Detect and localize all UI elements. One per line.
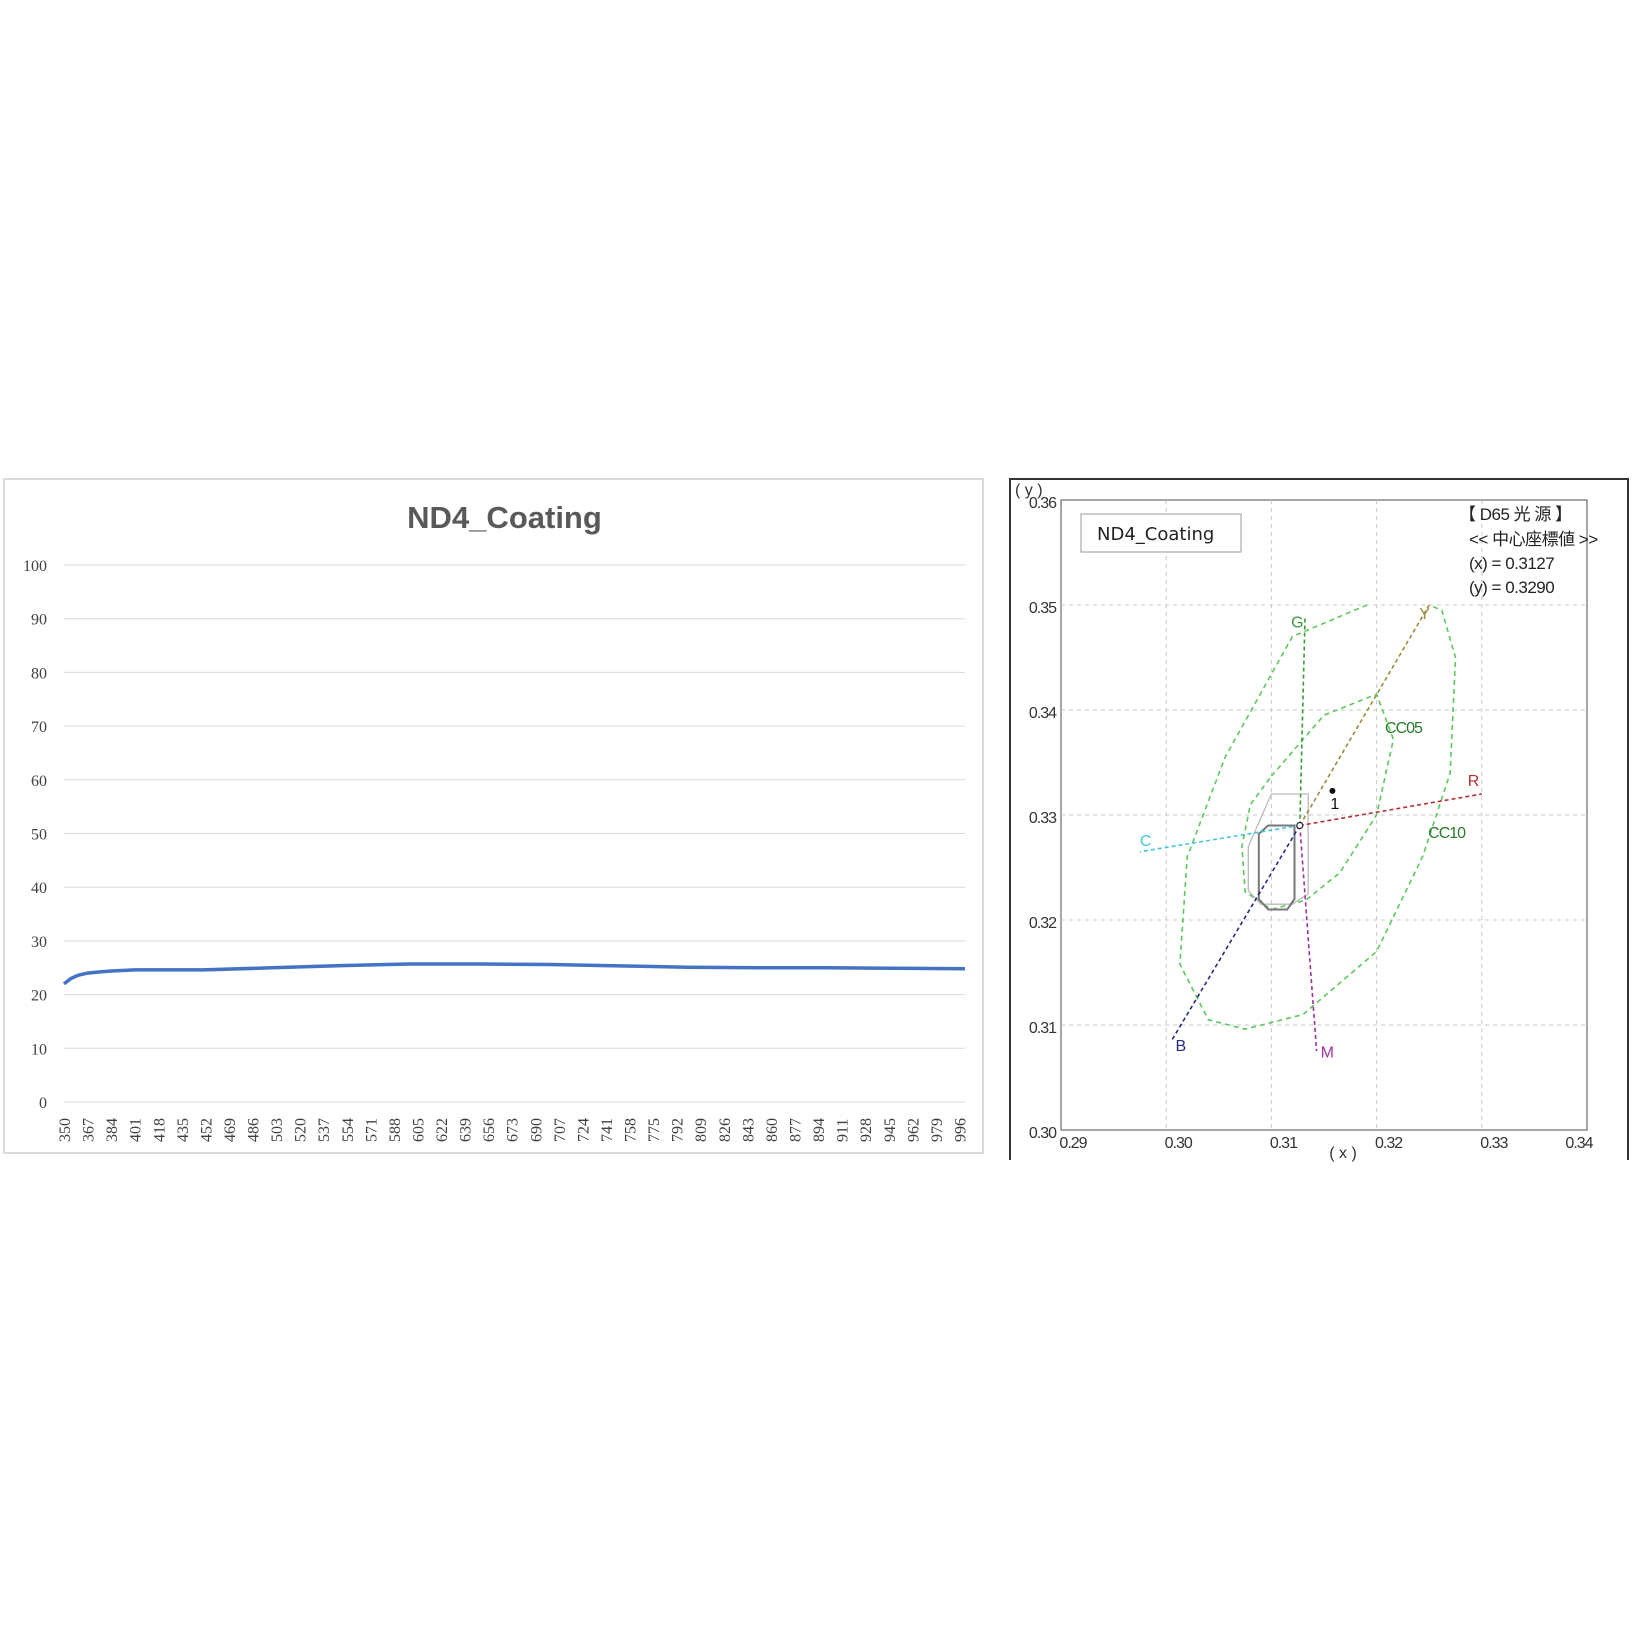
y-tick-label: 50 xyxy=(31,827,47,844)
x-tick-label: 656 xyxy=(481,1118,498,1142)
y-tick-label: 100 xyxy=(23,558,47,575)
x-tick-label: 622 xyxy=(434,1118,451,1142)
x-tick-label: 367 xyxy=(81,1118,98,1142)
hue-line-g xyxy=(1299,615,1306,826)
hue-line-r xyxy=(1299,793,1482,827)
hue-line-y xyxy=(1299,604,1430,826)
x-tick-label: 860 xyxy=(764,1118,781,1142)
x-tick-label: 469 xyxy=(222,1118,239,1142)
ellipse-label: CC05 xyxy=(1385,720,1423,737)
data-line xyxy=(62,962,966,986)
x-tick-label: 843 xyxy=(740,1118,757,1142)
y-tick-label: 40 xyxy=(31,880,47,897)
x-tick-label: 707 xyxy=(552,1118,569,1142)
y-tick-label: 0.35 xyxy=(1029,600,1057,617)
x-tick-label: 384 xyxy=(104,1118,121,1142)
x-tick-label: 537 xyxy=(316,1118,333,1142)
y-tick-label: 0.32 xyxy=(1029,915,1057,932)
hue-label: R xyxy=(1468,773,1480,790)
y-tick-label: 0.30 xyxy=(1029,1125,1057,1142)
tolerance-inner-box xyxy=(1257,824,1296,911)
y-tick-label: 90 xyxy=(31,612,47,629)
x-tick-label: 520 xyxy=(293,1118,310,1142)
x-tick-label: 503 xyxy=(269,1118,286,1142)
info-illuminant: 【 D65 光 源 】 xyxy=(1459,505,1572,524)
x-tick-label: 0.29 xyxy=(1059,1135,1087,1152)
tolerance-outer-box xyxy=(1247,793,1309,905)
x-axis-label: ( x ) xyxy=(1329,1145,1357,1162)
hue-line-b xyxy=(1170,825,1301,1042)
legend-label: ND4_Coating xyxy=(1097,524,1214,545)
x-tick-label: 724 xyxy=(575,1118,592,1142)
y-tick-label: 0 xyxy=(39,1095,47,1112)
x-tick-label: 571 xyxy=(363,1118,380,1142)
x-tick-label: 554 xyxy=(340,1118,357,1142)
x-tick-label: 673 xyxy=(505,1118,522,1142)
x-tick-label: 0.31 xyxy=(1270,1135,1298,1152)
x-tick-label: 605 xyxy=(410,1118,427,1142)
hue-label: G xyxy=(1291,615,1303,632)
y-tick-label: 60 xyxy=(31,773,47,790)
x-tick-label: 350 xyxy=(57,1118,74,1142)
y-tick-label: 70 xyxy=(31,719,47,736)
y-tick-label: 30 xyxy=(31,934,47,951)
x-tick-label: 979 xyxy=(929,1118,946,1142)
hue-label: B xyxy=(1175,1038,1186,1055)
chart-title: ND4_Coating xyxy=(407,500,602,535)
info-y-value: (y) = 0.3290 xyxy=(1469,578,1554,597)
sample-point-label: 1 xyxy=(1330,796,1339,813)
x-tick-label: 911 xyxy=(835,1119,852,1142)
y-tick-label: 20 xyxy=(31,988,47,1005)
x-tick-label: 877 xyxy=(788,1118,805,1142)
y-tick-label: 0.31 xyxy=(1029,1020,1057,1037)
x-tick-label: 435 xyxy=(175,1118,192,1142)
y-tick-label: 0.34 xyxy=(1029,705,1057,722)
x-tick-label: 452 xyxy=(198,1118,215,1142)
y-axis-label: ( y ) xyxy=(1015,482,1043,499)
x-tick-label: 639 xyxy=(458,1118,475,1142)
x-tick-label: 928 xyxy=(858,1118,875,1142)
y-tick-label: 0.33 xyxy=(1029,810,1057,827)
hue-label: C xyxy=(1140,833,1152,850)
x-tick-label: 792 xyxy=(670,1118,687,1142)
hue-label: M xyxy=(1321,1044,1334,1061)
x-tick-label: 894 xyxy=(811,1118,828,1142)
chromaticity-chart: 0.29 0.30 0.31 0.32 0.33 0.340.300.310.320.33… xyxy=(1015,482,1599,1162)
tolerance-ellipse-cc10 xyxy=(1179,604,1457,1031)
x-tick-label: 775 xyxy=(646,1118,663,1142)
legend-box xyxy=(1080,513,1242,553)
y-tick-label: 80 xyxy=(31,665,47,682)
x-tick-label: 996 xyxy=(952,1118,969,1142)
info-x-value: (x) = 0.3127 xyxy=(1469,554,1554,573)
chromaticity-chart-panel: 0.29 0.30 0.31 0.32 0.33 0.34 0.30 0.31 0.32 0.33… xyxy=(1009,478,1629,1162)
x-tick-label: 486 xyxy=(246,1118,263,1142)
center-point xyxy=(1296,821,1304,830)
x-tick-label: 962 xyxy=(905,1118,922,1142)
info-center-title: << 中心座標値 >> xyxy=(1469,530,1598,549)
x-tick-label: 401 xyxy=(128,1118,145,1142)
hue-line-m xyxy=(1299,825,1318,1052)
x-tick-label: 758 xyxy=(623,1118,640,1142)
x-tick-label: 741 xyxy=(599,1118,616,1142)
x-tick-label: 0.32 xyxy=(1375,1135,1403,1152)
x-tick-label: 945 xyxy=(882,1118,899,1142)
x-tick-label: 809 xyxy=(693,1118,710,1142)
x-tick-label: 418 xyxy=(151,1118,168,1142)
x-tick-label: 690 xyxy=(528,1118,545,1142)
x-tick-label: 0.33 xyxy=(1480,1135,1508,1152)
y-tick-label: 0.36 xyxy=(1029,495,1057,512)
x-tick-label: 0.34 xyxy=(1565,1135,1593,1152)
y-tick-label: 10 xyxy=(31,1041,47,1058)
hue-line-c xyxy=(1139,824,1300,853)
x-tick-label: 588 xyxy=(387,1118,404,1142)
transmittance-chart-panel: ND4_Coating 0 10 20 30 40 50 60 70 80 90 100 350 367 3… xyxy=(3,478,984,1154)
tolerance-ellipse-cc05 xyxy=(1241,693,1395,911)
x-tick-label: 826 xyxy=(717,1118,734,1142)
x-tick-label: 0.30 xyxy=(1165,1135,1193,1152)
hue-label: Y xyxy=(1419,606,1430,623)
sample-point xyxy=(1329,787,1336,794)
ellipse-label: CC10 xyxy=(1428,825,1466,842)
transmittance-chart: ND4_Coating 0 10 20 30 40 50 60 70 80 90 100 350 367 3… xyxy=(23,500,969,1142)
